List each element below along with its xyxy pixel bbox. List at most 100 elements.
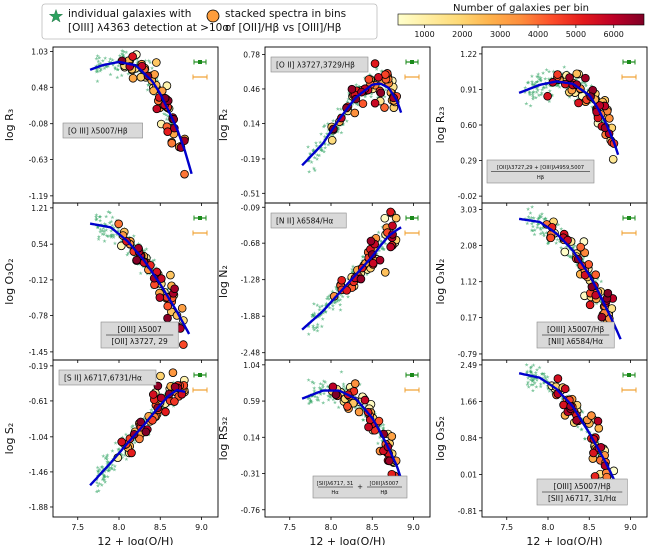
galaxy-star (307, 151, 313, 156)
galaxy-star (323, 380, 328, 384)
galaxy-star (531, 89, 536, 94)
galaxy-star (575, 424, 580, 429)
galaxy-star (528, 369, 533, 373)
galaxy-star (98, 218, 103, 223)
galaxy-star (544, 377, 549, 382)
panel-R2: 0.78 0.46 0.14 -0.19 -0.51 log R₂ [O II] λ3727… (217, 46, 431, 206)
galaxy-star (531, 215, 536, 220)
y-tick-label: 1.03 (31, 48, 48, 57)
galaxy-star (134, 56, 140, 61)
galaxy-star (572, 98, 577, 103)
galaxy-star (352, 405, 358, 410)
galaxy-star (527, 89, 532, 94)
galaxy-star (361, 417, 366, 422)
galaxy-star (321, 379, 326, 383)
y-tick-label: -0.78 (29, 312, 49, 321)
galaxy-star (328, 132, 333, 137)
galaxy-star (579, 409, 584, 413)
galaxy-star (538, 384, 543, 389)
label-text: [OII] λ3727, 29 (111, 337, 168, 346)
y-axis-label: log R₃ (3, 109, 16, 141)
galaxy-star (321, 391, 327, 396)
y-tick-label: 0.60 (460, 121, 477, 130)
x-tick-label: 9.0 (624, 523, 637, 532)
galaxy-star (306, 324, 311, 329)
stacked-bin-circle (560, 384, 570, 394)
stacked-bin-circle (560, 247, 570, 257)
galaxy-star (104, 214, 109, 219)
galaxy-star (312, 168, 318, 173)
galaxy-star (338, 297, 343, 302)
galaxy-star (149, 407, 154, 412)
label-text: [SII]λ6717, 31 (317, 481, 354, 487)
stacked-bin-circle (376, 88, 386, 98)
galaxy-star (585, 87, 591, 92)
stacked-bin-circle (386, 242, 395, 252)
galaxy-star (530, 372, 535, 377)
colorbar-tick-label: 4000 (528, 30, 548, 39)
stacked-bin-circle (587, 411, 596, 420)
galaxy-star (557, 239, 562, 244)
galaxy-star (122, 453, 127, 458)
galaxy-star (106, 209, 111, 214)
calibration-curve (301, 389, 403, 480)
galaxy-star (99, 465, 104, 469)
galaxy-star (569, 254, 574, 259)
stacked-bin-circle (128, 52, 137, 61)
label-text: Hβ (537, 175, 544, 181)
calibration-curve (301, 226, 402, 331)
stacked-bin-circle (152, 58, 161, 67)
colorbar-tick-label: 2000 (452, 30, 472, 39)
galaxy-star (104, 457, 110, 461)
galaxy-star (314, 157, 320, 161)
galaxy-star (381, 426, 386, 431)
galaxy-star (95, 69, 100, 74)
galaxy-star (124, 50, 129, 54)
galaxy-star (322, 142, 328, 146)
galaxy-star (593, 279, 598, 284)
y-tick-label: -1.19 (29, 192, 49, 201)
galaxy-star (533, 370, 538, 375)
galaxy-star (584, 429, 590, 434)
galaxy-star (547, 389, 552, 393)
colorbar-title: Number of galaxies per bin (453, 3, 589, 14)
stacked-bin-circle (576, 242, 585, 252)
galaxy-star (96, 469, 101, 474)
y-tick-label: -0.81 (458, 507, 478, 516)
galaxy-star (540, 71, 546, 75)
x-tick-label: 9.0 (407, 523, 420, 532)
galaxy-star (110, 215, 115, 220)
galaxy-star (314, 143, 319, 148)
galaxy-star (356, 84, 361, 89)
galaxy-star (307, 158, 312, 163)
galaxy-star (580, 256, 586, 261)
stacked-bin-circle (553, 374, 563, 383)
galaxy-star (532, 380, 537, 385)
x-axis-label: 12 + log(O/H) (309, 535, 385, 545)
galaxy-star (534, 86, 539, 90)
galaxy-star (94, 67, 99, 72)
galaxy-star (334, 286, 339, 290)
galaxy-star (336, 298, 341, 303)
galaxy-star (308, 152, 313, 157)
galaxy-star (162, 392, 167, 397)
y-axis-label: log O₃S₂ (434, 416, 447, 461)
galaxy-star (536, 216, 541, 221)
galaxy-star (525, 380, 531, 385)
y-tick-label: -0.02 (458, 192, 478, 201)
galaxy-star (95, 225, 100, 230)
galaxy-star (161, 111, 167, 116)
galaxy-star (312, 155, 317, 160)
galaxy-star (537, 213, 543, 218)
errbar-green-marker (627, 60, 631, 64)
y-tick-label: -0.68 (241, 239, 261, 248)
galaxy-star (374, 67, 379, 71)
galaxy-star (595, 277, 600, 281)
galaxy-star (334, 284, 339, 289)
plot-area (89, 48, 193, 179)
galaxy-star (170, 122, 175, 126)
galaxy-star (529, 74, 535, 78)
galaxy-star (528, 103, 533, 108)
galaxy-star (534, 90, 539, 94)
galaxy-star (109, 232, 115, 237)
